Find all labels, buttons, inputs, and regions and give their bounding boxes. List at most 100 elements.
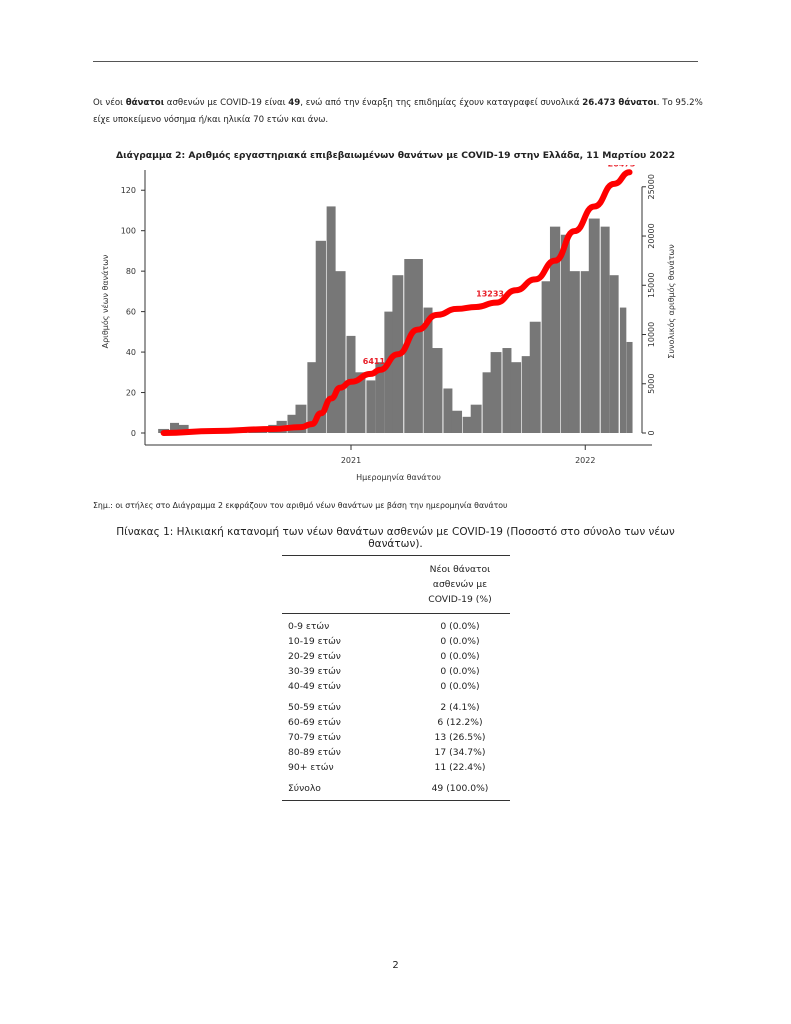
y-tick-label: 0: [131, 429, 136, 438]
deaths-value: 17 (34.7%): [434, 747, 486, 758]
intro-bold: θάνατοι: [125, 98, 165, 108]
y2-axis-label: Συνολικός αριθμός θανάτων: [666, 244, 676, 359]
y2-tick-label: 20000: [647, 223, 656, 248]
table-row: 60-69 ετών 6 (12.2%): [282, 715, 510, 730]
intro-bold: 26.473 θάνατοι: [582, 98, 657, 108]
bar: [451, 410, 463, 433]
deaths-value: 6 (12.2%): [437, 717, 483, 728]
table-row: 20-29 ετών 0 (0.0%): [282, 649, 510, 664]
header-empty: [282, 556, 360, 614]
intro-text: ασθενών με COVID-19 είναι: [164, 98, 289, 108]
age-group-label: 50-59 ετών: [288, 702, 341, 713]
bar: [470, 404, 482, 433]
bar: [443, 388, 453, 433]
header-line: COVID-19 (%): [428, 594, 492, 605]
deaths-value: 49 (100.0%): [431, 783, 489, 794]
table-row: 90+ ετών 11 (22.4%): [282, 760, 510, 775]
bar: [521, 356, 531, 433]
deaths-value: 0 (0.0%): [440, 666, 480, 677]
table-row-total: Σύνολο 49 (100.0%): [282, 775, 510, 801]
chart-note: Σημ.: οι στήλες στο Διάγραμμα 2 εκφράζου…: [93, 501, 508, 510]
y2-tick-label: 5000: [647, 374, 656, 394]
bar: [626, 341, 633, 433]
bar: [588, 218, 600, 433]
x-tick-label: 2022: [575, 456, 595, 465]
bar: [609, 275, 619, 433]
cumulative-label: 13233: [476, 290, 504, 299]
table-row: 10-19 ετών 0 (0.0%): [282, 634, 510, 649]
bar: [384, 311, 394, 433]
table-row: 40-49 ετών 0 (0.0%): [282, 679, 510, 694]
intro-text: . Το 95.2% είχε υποκείμενο νόσημα ή/και …: [93, 98, 703, 125]
y-tick-label: 120: [121, 186, 136, 195]
bar: [315, 240, 326, 433]
table-header-row: Νέοι θάνατοι ασθενών με COVID-19 (%): [282, 555, 510, 614]
y2-tick-label: 25000: [647, 174, 656, 199]
table-row: 80-89 ετών 17 (34.7%): [282, 745, 510, 760]
table-row: 0-9 ετών 0 (0.0%): [282, 614, 510, 635]
bar: [462, 416, 472, 433]
intro-text: Οι νέοι: [93, 98, 126, 108]
bar: [482, 372, 492, 433]
age-group-label: Σύνολο: [288, 783, 321, 794]
y-tick-label: 100: [121, 227, 136, 236]
bar: [541, 281, 551, 433]
table-row: 50-59 ετών 2 (4.1%): [282, 694, 510, 715]
table-caption: Πίνακας 1: Ηλικιακή κατανομή των νέων θα…: [116, 526, 675, 550]
cumulative-label: 26473: [608, 165, 636, 168]
deaths-value: 0 (0.0%): [440, 681, 480, 692]
y2-tick-label: 0: [647, 430, 656, 435]
age-group-label: 30-39 ετών: [288, 666, 341, 677]
bar: [529, 321, 541, 433]
bar: [287, 414, 297, 433]
header-line: ασθενών με: [432, 579, 488, 590]
x-tick-label: 2021: [341, 456, 361, 465]
y-axis-label: Αριθμός νέων θανάτων: [100, 254, 110, 348]
chart-title: Διάγραμμα 2: Αριθμός εργαστηριακά επιβεβ…: [115, 150, 676, 161]
age-group-label: 0-9 ετών: [288, 621, 330, 632]
table-row: 70-79 ετών 13 (26.5%): [282, 730, 510, 745]
age-group-label: 70-79 ετών: [288, 732, 341, 743]
deaths-value: 2 (4.1%): [440, 702, 480, 713]
age-distribution-table: Νέοι θάνατοι ασθενών με COVID-19 (%) 0-9…: [282, 555, 510, 801]
age-group-label: 60-69 ετών: [288, 717, 341, 728]
bar: [510, 362, 522, 433]
cumulative-deaths-line: [160, 169, 633, 436]
y-tick-label: 40: [126, 348, 136, 357]
cumulative-label: 6411: [363, 357, 386, 366]
deaths-value: 11 (22.4%): [434, 762, 486, 773]
intro-bold: 49: [288, 98, 301, 108]
y2-tick-label: 10000: [647, 322, 656, 347]
header-line: Νέοι θάνατοι: [429, 564, 491, 575]
bar: [568, 271, 580, 433]
bar: [307, 362, 317, 433]
intro-text: , ενώ από την έναρξη της επιδημίας έχουν…: [300, 98, 583, 108]
deaths-chart: 0 20 40 60 80 100 120 0 5000 10000 15000 20000 25000…: [100, 165, 676, 482]
bar: [375, 362, 385, 433]
table-row: 30-39 ετών 0 (0.0%): [282, 664, 510, 679]
bar: [366, 380, 376, 433]
age-group-label: 20-29 ετών: [288, 651, 341, 662]
age-group-label: 80-89 ετών: [288, 747, 341, 758]
bar: [295, 404, 307, 433]
bar: [178, 424, 189, 433]
bar: [412, 259, 423, 433]
bar: [619, 307, 627, 433]
x-axis-label: Ημερομηνία θανάτου: [356, 473, 441, 482]
page-number: 2: [392, 960, 399, 971]
age-group-label: 40-49 ετών: [288, 681, 341, 692]
bar: [560, 234, 570, 433]
deaths-value: 13 (26.5%): [434, 732, 486, 743]
y-tick-label: 60: [126, 308, 136, 317]
deaths-value: 0 (0.0%): [440, 621, 480, 632]
bar: [326, 206, 336, 433]
bar: [580, 271, 590, 433]
age-group-label: 10-19 ετών: [288, 636, 341, 647]
deaths-value: 0 (0.0%): [440, 651, 480, 662]
header-rule: [93, 61, 698, 62]
bar: [490, 352, 502, 433]
y-tick-label: 80: [126, 267, 136, 276]
deaths-value: 0 (0.0%): [440, 636, 480, 647]
bar: [423, 307, 433, 433]
y-tick-label: 20: [126, 389, 136, 398]
